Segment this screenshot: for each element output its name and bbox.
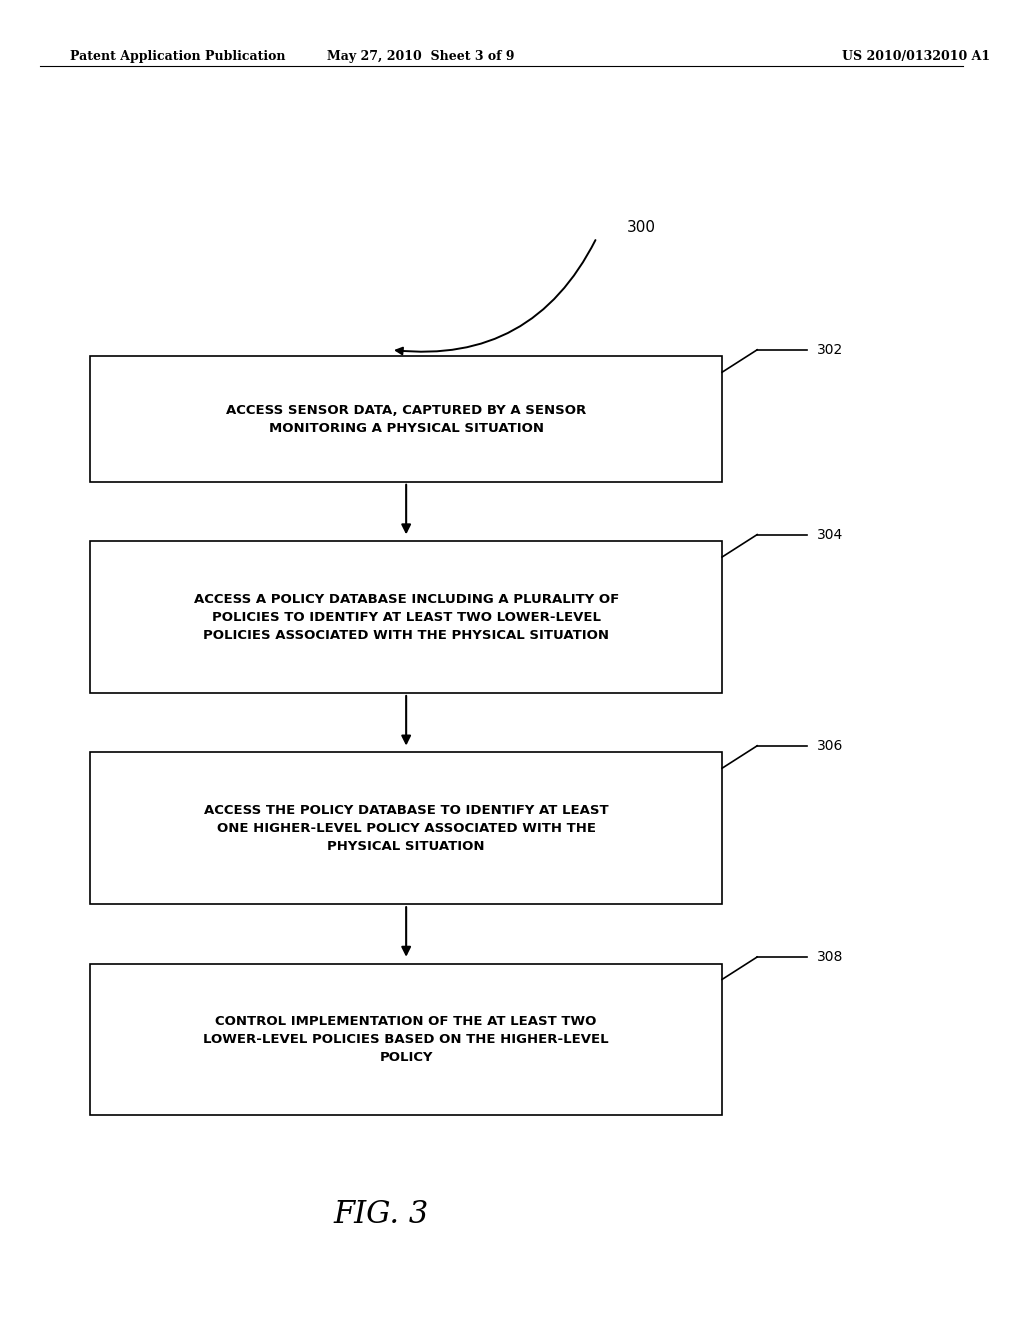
Text: May 27, 2010  Sheet 3 of 9: May 27, 2010 Sheet 3 of 9 bbox=[328, 50, 515, 63]
Text: 304: 304 bbox=[817, 528, 844, 541]
Text: Patent Application Publication: Patent Application Publication bbox=[71, 50, 286, 63]
Text: FIG. 3: FIG. 3 bbox=[334, 1199, 429, 1230]
Bar bbox=[90, 964, 722, 1115]
Text: 308: 308 bbox=[817, 950, 844, 964]
Text: 300: 300 bbox=[627, 219, 655, 235]
Bar bbox=[90, 752, 722, 904]
Bar bbox=[90, 541, 722, 693]
Text: ACCESS THE POLICY DATABASE TO IDENTIFY AT LEAST
ONE HIGHER-LEVEL POLICY ASSOCIAT: ACCESS THE POLICY DATABASE TO IDENTIFY A… bbox=[204, 804, 608, 853]
Text: 302: 302 bbox=[817, 343, 844, 356]
Text: ACCESS A POLICY DATABASE INCLUDING A PLURALITY OF
POLICIES TO IDENTIFY AT LEAST : ACCESS A POLICY DATABASE INCLUDING A PLU… bbox=[194, 593, 618, 642]
Text: CONTROL IMPLEMENTATION OF THE AT LEAST TWO
LOWER-LEVEL POLICIES BASED ON THE HIG: CONTROL IMPLEMENTATION OF THE AT LEAST T… bbox=[204, 1015, 609, 1064]
Text: ACCESS SENSOR DATA, CAPTURED BY A SENSOR
MONITORING A PHYSICAL SITUATION: ACCESS SENSOR DATA, CAPTURED BY A SENSOR… bbox=[226, 404, 587, 434]
Text: US 2010/0132010 A1: US 2010/0132010 A1 bbox=[843, 50, 990, 63]
Text: 306: 306 bbox=[817, 739, 844, 752]
Bar bbox=[90, 356, 722, 482]
